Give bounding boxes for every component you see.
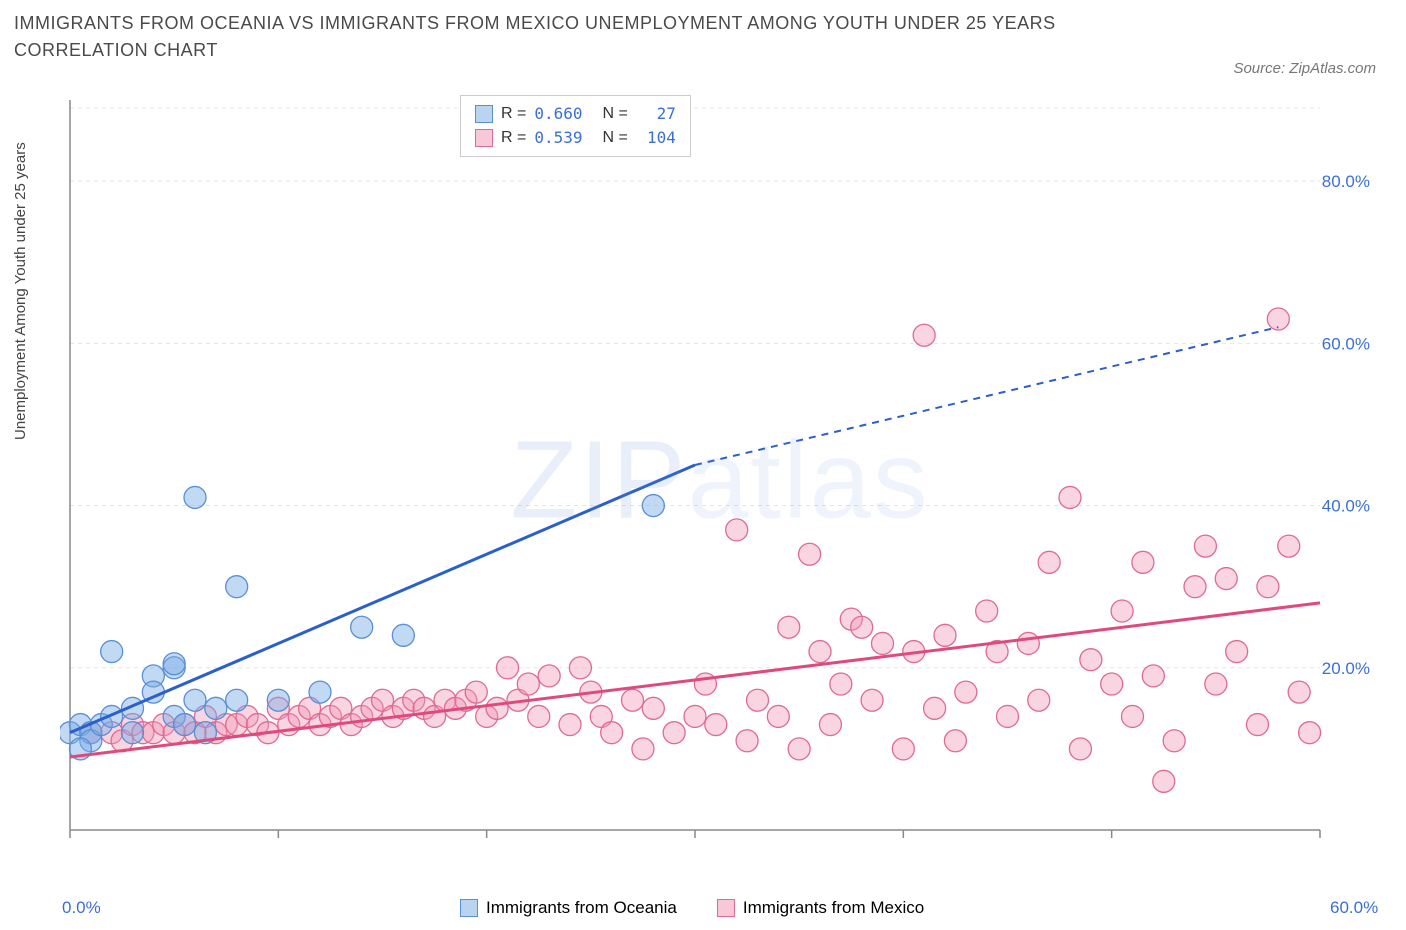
legend-n-label: N = — [603, 102, 628, 126]
series-legend: Immigrants from Oceania Immigrants from … — [460, 898, 924, 918]
svg-text:40.0%: 40.0% — [1322, 497, 1370, 516]
legend-n-mexico: 104 — [636, 126, 676, 150]
legend-row-oceania: R = 0.660 N = 27 — [475, 102, 676, 126]
legend-label-oceania: Immigrants from Oceania — [486, 898, 677, 918]
y-axis-label: Unemployment Among Youth under 25 years — [12, 142, 29, 440]
legend-r-label: R = — [501, 102, 526, 126]
legend-item-mexico: Immigrants from Mexico — [717, 898, 924, 918]
chart-area: ZIPatlas 20.0%40.0%60.0%80.0% — [60, 90, 1380, 870]
legend-r-label: R = — [501, 126, 526, 150]
x-tick-max: 60.0% — [1330, 898, 1378, 918]
legend-n-oceania: 27 — [636, 102, 676, 126]
legend-item-oceania: Immigrants from Oceania — [460, 898, 677, 918]
svg-text:20.0%: 20.0% — [1322, 659, 1370, 678]
legend-label-mexico: Immigrants from Mexico — [743, 898, 924, 918]
legend-n-label: N = — [603, 126, 628, 150]
swatch-oceania — [475, 105, 493, 123]
legend-r-oceania: 0.660 — [534, 102, 582, 126]
svg-text:80.0%: 80.0% — [1322, 172, 1370, 191]
legend-r-mexico: 0.539 — [534, 126, 582, 150]
svg-text:60.0%: 60.0% — [1322, 334, 1370, 353]
correlation-legend: R = 0.660 N = 27 R = 0.539 N = 104 — [460, 95, 691, 157]
swatch-mexico — [475, 129, 493, 147]
x-tick-min: 0.0% — [62, 898, 101, 918]
swatch-mexico — [717, 899, 735, 917]
chart-title: IMMIGRANTS FROM OCEANIA VS IMMIGRANTS FR… — [14, 10, 1114, 64]
source-attribution: Source: ZipAtlas.com — [1233, 60, 1376, 77]
scatter-chart: 20.0% 40.0% 60.0% 80.0% — [60, 90, 1380, 870]
swatch-oceania — [460, 899, 478, 917]
legend-row-mexico: R = 0.539 N = 104 — [475, 126, 676, 150]
